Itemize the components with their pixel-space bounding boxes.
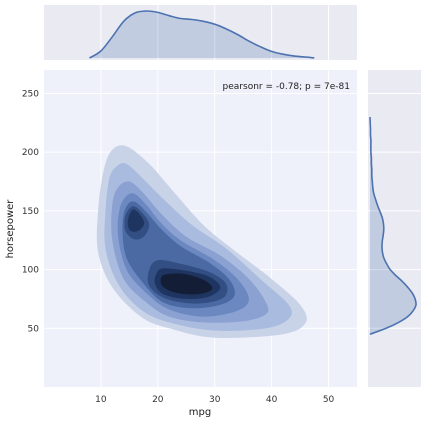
- x-tick-label: 20: [152, 395, 164, 405]
- y-tick-label: 250: [22, 89, 39, 99]
- y-axis-ticks: 50 100 150 200 250: [22, 89, 39, 334]
- y-tick-label: 50: [28, 324, 40, 334]
- y-tick-label: 100: [22, 266, 39, 276]
- y-axis-label: horsepower: [5, 199, 16, 259]
- kde-contours: [96, 145, 307, 338]
- pearson-annotation: pearsonr = -0.78; p = 7e-81: [223, 82, 350, 92]
- marginal-y-fill: [370, 117, 417, 335]
- marginal-y-panel: [368, 70, 421, 387]
- x-tick-label: 10: [95, 395, 107, 405]
- x-tick-label: 50: [323, 395, 335, 405]
- kde-contour-level-7: [127, 209, 145, 232]
- kde-contour-level-8: [160, 273, 213, 295]
- y-tick-label: 150: [22, 207, 39, 217]
- marginal-x-panel: [44, 5, 357, 60]
- x-axis-ticks: 10 20 30 40 50: [95, 395, 334, 405]
- marginal-y-line: [369, 116, 417, 335]
- y-tick-label: 200: [22, 148, 39, 158]
- marginal-x-kde: [89, 10, 315, 59]
- marginal-y-grid: [368, 92, 421, 329]
- x-tick-label: 30: [209, 395, 221, 405]
- x-tick-label: 40: [266, 395, 278, 405]
- marginal-x-line: [89, 10, 315, 59]
- marginal-y-kde: [369, 116, 417, 335]
- x-axis-label: mpg: [189, 407, 211, 418]
